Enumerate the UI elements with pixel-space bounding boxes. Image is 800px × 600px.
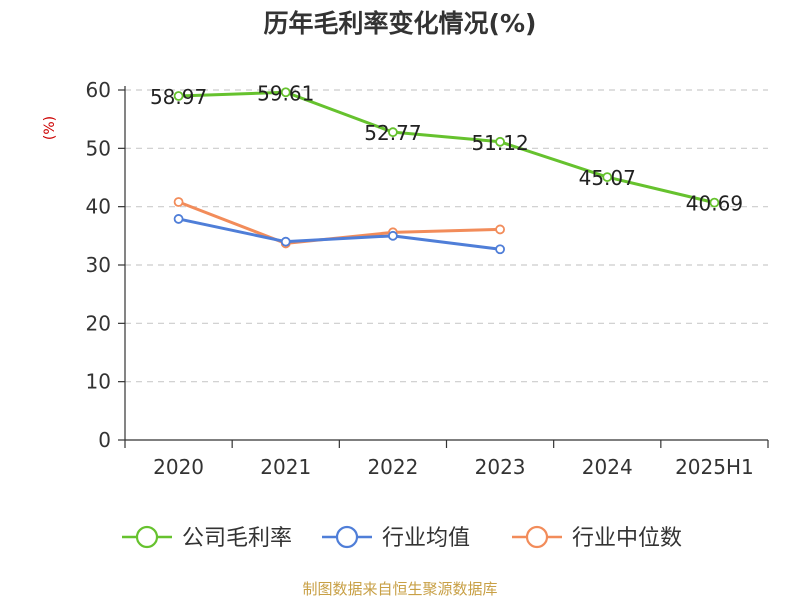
data-point bbox=[280, 236, 291, 247]
data-label: 52.77 bbox=[364, 121, 421, 145]
data-point bbox=[495, 224, 505, 235]
y-tick-label: 20 bbox=[86, 311, 111, 335]
y-tick-label: 10 bbox=[86, 370, 111, 394]
chart-title: 历年毛利率变化情况(%) bbox=[263, 9, 537, 38]
series-line-0 bbox=[178, 90, 715, 205]
x-tick-label: 2024 bbox=[582, 455, 633, 479]
legend-item-label: 公司毛利率 bbox=[182, 526, 292, 551]
data-label: 58.97 bbox=[150, 85, 207, 109]
data-label: 51.12 bbox=[471, 131, 528, 155]
x-tick-label: 2025H1 bbox=[675, 455, 754, 479]
y-tick-label: 30 bbox=[86, 253, 111, 277]
x-tick-label: 2021 bbox=[260, 455, 311, 479]
data-label: 40.69 bbox=[686, 192, 743, 216]
data-point bbox=[173, 197, 184, 207]
data-point bbox=[388, 127, 398, 138]
series-line-2 bbox=[178, 200, 501, 245]
y-tick-label: 60 bbox=[86, 78, 111, 102]
legend-item-label: 行业中位数 bbox=[572, 526, 682, 551]
legend-marker bbox=[525, 525, 549, 549]
data-point bbox=[173, 214, 184, 224]
x-tick-label: 2023 bbox=[475, 455, 526, 479]
x-tick-label: 2020 bbox=[153, 455, 204, 479]
data-point bbox=[602, 172, 613, 182]
legend-item-label: 行业均值 bbox=[382, 526, 470, 551]
y-tick-label: 40 bbox=[86, 195, 111, 219]
x-tick-label: 2022 bbox=[367, 455, 418, 479]
series-line-1 bbox=[178, 217, 501, 251]
data-label: 45.07 bbox=[579, 166, 636, 190]
data-point bbox=[280, 87, 291, 98]
data-label: 59.61 bbox=[257, 81, 314, 105]
data-point bbox=[173, 91, 184, 101]
y-tick-label: 0 bbox=[98, 428, 111, 452]
y-tick-label: 50 bbox=[86, 136, 111, 160]
legend-marker bbox=[335, 525, 359, 549]
data-point bbox=[709, 197, 720, 208]
data-source-note: 制图数据来自恒生聚源数据库 bbox=[302, 580, 498, 598]
data-point bbox=[495, 244, 505, 255]
data-point bbox=[495, 136, 505, 147]
data-point bbox=[388, 230, 398, 241]
legend-marker bbox=[135, 525, 159, 549]
